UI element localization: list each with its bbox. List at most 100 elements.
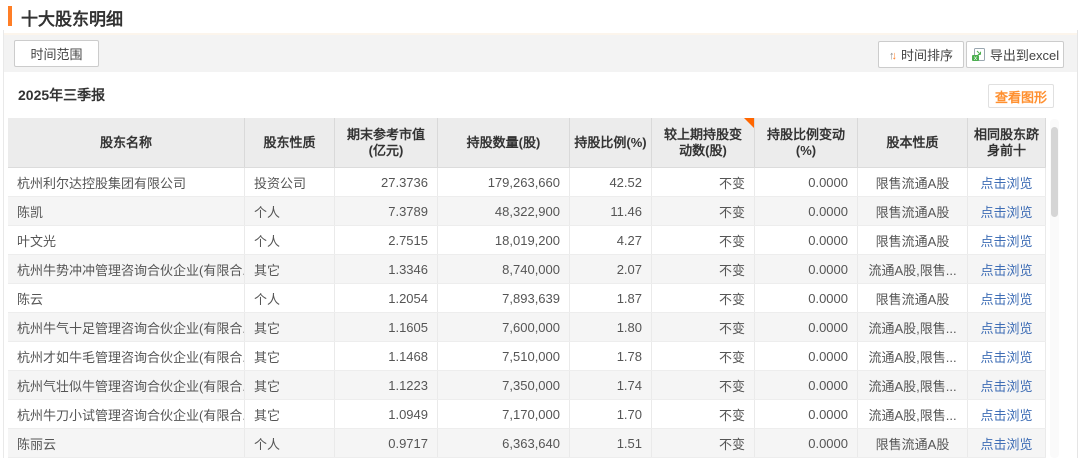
shares-change-cell: 不变 [652,197,755,225]
browse-link[interactable]: 点击浏览 [980,262,1033,278]
ratio-change-cell: 0.0000 [755,197,858,225]
time-sort-button[interactable]: ↑↓ 时间排序 [878,41,964,68]
ratio-change-cell: 0.0000 [755,371,858,399]
same-shareholder-top10-cell: 点击浏览 [968,168,1046,196]
panel-right-border [1077,30,1078,458]
table-row: 杭州才如牛毛管理咨询合伙企业(有限合... 其它 1.1468 7,510,000 1.… [8,342,1046,371]
shareholder-type-cell: 其它 [245,371,335,399]
market-value-cell: 1.1605 [335,313,438,341]
table-row: 杭州牛气十足管理咨询合伙企业(有限合... 其它 1.1605 7,600,000 1.… [8,313,1046,342]
panel-left-border [3,30,4,458]
browse-link[interactable]: 点击浏览 [980,378,1033,394]
export-excel-label: 导出到excel [989,48,1060,63]
share-capital-type-cell: 限售流通A股 [858,226,968,254]
browse-link[interactable]: 点击浏览 [980,407,1033,423]
table-row: 杭州牛势冲冲管理咨询合伙企业(有限合... 其它 1.3346 8,740,000 2.… [8,255,1046,284]
report-period-label: 2025年三季报 [18,87,106,103]
shares-held-cell: 7,600,000 [438,313,570,341]
browse-link[interactable]: 点击浏览 [980,291,1033,307]
col-header-holding-ratio[interactable]: 持股比例(%) [570,118,652,167]
market-value-cell: 2.7515 [335,226,438,254]
shareholder-type-cell: 个人 [245,197,335,225]
scrollbar-thumb[interactable] [1051,127,1058,217]
shareholder-name-cell: 杭州才如牛毛管理咨询合伙企业(有限合... [8,342,245,370]
holding-ratio-cell: 1.74 [570,371,652,399]
shares-change-cell: 不变 [652,284,755,312]
same-shareholder-top10-cell: 点击浏览 [968,371,1046,399]
market-value-cell: 1.1468 [335,342,438,370]
shareholder-type-cell: 个人 [245,284,335,312]
shareholder-name-cell: 杭州气壮似牛管理咨询合伙企业(有限合... [8,371,245,399]
browse-link[interactable]: 点击浏览 [980,175,1033,191]
table-scrollbar[interactable] [1050,119,1059,458]
holding-ratio-cell: 1.87 [570,284,652,312]
sort-arrows-icon: ↑↓ [888,50,897,62]
col-header-shareholder-name[interactable]: 股东名称 [8,118,245,167]
same-shareholder-top10-cell: 点击浏览 [968,197,1046,225]
shares-change-cell: 不变 [652,313,755,341]
shareholder-type-cell: 其它 [245,255,335,283]
col-header-ratio-change[interactable]: 持股比例变动(%) [755,118,858,167]
holding-ratio-cell: 42.52 [570,168,652,196]
holding-ratio-cell: 2.07 [570,255,652,283]
time-range-button[interactable]: 时间范围 [14,40,99,67]
market-value-cell: 7.3789 [335,197,438,225]
shareholder-name-cell: 陈凯 [8,197,245,225]
share-capital-type-cell: 限售流通A股 [858,284,968,312]
shares-held-cell: 18,019,200 [438,226,570,254]
time-range-label: 时间范围 [30,47,83,62]
browse-link[interactable]: 点击浏览 [980,436,1033,452]
same-shareholder-top10-cell: 点击浏览 [968,226,1046,254]
col-header-shares-held[interactable]: 持股数量(股) [438,118,570,167]
browse-link[interactable]: 点击浏览 [980,204,1033,220]
shares-held-cell: 7,893,639 [438,284,570,312]
ratio-change-cell: 0.0000 [755,168,858,196]
shares-held-cell: 6,363,640 [438,429,570,457]
table-row: 陈丽云 个人 0.9717 6,363,640 1.51 不变 0.0000 限售流通A股 点击… [8,429,1046,458]
market-value-cell: 1.1223 [335,371,438,399]
market-value-cell: 1.0949 [335,400,438,428]
table-body: 杭州利尔达控股集团有限公司 投资公司 27.3736 179,263,660 42.52… [8,168,1046,458]
shares-held-cell: 7,350,000 [438,371,570,399]
browse-link[interactable]: 点击浏览 [980,320,1033,336]
export-excel-button[interactable]: x 导出到excel [966,41,1064,68]
shareholder-type-cell: 个人 [245,226,335,254]
holding-ratio-cell: 1.78 [570,342,652,370]
ratio-change-cell: 0.0000 [755,226,858,254]
shareholder-type-cell: 其它 [245,400,335,428]
col-header-market-value[interactable]: 期末参考市值(亿元) [335,118,438,167]
same-shareholder-top10-cell: 点击浏览 [968,429,1046,457]
table-header-row: 股东名称 股东性质 期末参考市值(亿元) 持股数量(股) 持股比例(%) 较上期… [8,118,1046,168]
col-header-shareholder-type[interactable]: 股东性质 [245,118,335,167]
browse-link[interactable]: 点击浏览 [980,349,1033,365]
same-shareholder-top10-cell: 点击浏览 [968,342,1046,370]
ratio-change-cell: 0.0000 [755,400,858,428]
ratio-change-cell: 0.0000 [755,255,858,283]
shares-change-cell: 不变 [652,371,755,399]
shareholder-name-cell: 陈云 [8,284,245,312]
col-header-share-capital-type[interactable]: 股本性质 [858,118,968,167]
shares-change-cell: 不变 [652,429,755,457]
same-shareholder-top10-cell: 点击浏览 [968,255,1046,283]
same-shareholder-top10-cell: 点击浏览 [968,313,1046,341]
col-header-shares-change[interactable]: 较上期持股变动数(股) [652,118,755,167]
table-row: 杭州牛刀小试管理咨询合伙企业(有限合... 其它 1.0949 7,170,000 1.… [8,400,1046,429]
same-shareholder-top10-cell: 点击浏览 [968,400,1046,428]
shares-held-cell: 7,510,000 [438,342,570,370]
corner-marker-icon [744,118,754,128]
shareholder-type-cell: 其它 [245,342,335,370]
browse-link[interactable]: 点击浏览 [980,233,1033,249]
shares-held-cell: 48,322,900 [438,197,570,225]
col-header-same-shareholder-top10[interactable]: 相同股东跻身前十 [968,118,1046,167]
holding-ratio-cell: 1.70 [570,400,652,428]
view-chart-label: 查看图形 [994,89,1047,105]
shareholder-name-cell: 杭州牛势冲冲管理咨询合伙企业(有限合... [8,255,245,283]
share-capital-type-cell: 流通A股,限售... [858,255,968,283]
share-capital-type-cell: 限售流通A股 [858,429,968,457]
ratio-change-cell: 0.0000 [755,313,858,341]
time-sort-label: 时间排序 [900,48,953,63]
page-title: 十大股东明细 [21,10,123,29]
shares-change-cell: 不变 [652,342,755,370]
view-chart-button[interactable]: 查看图形 [988,84,1054,108]
